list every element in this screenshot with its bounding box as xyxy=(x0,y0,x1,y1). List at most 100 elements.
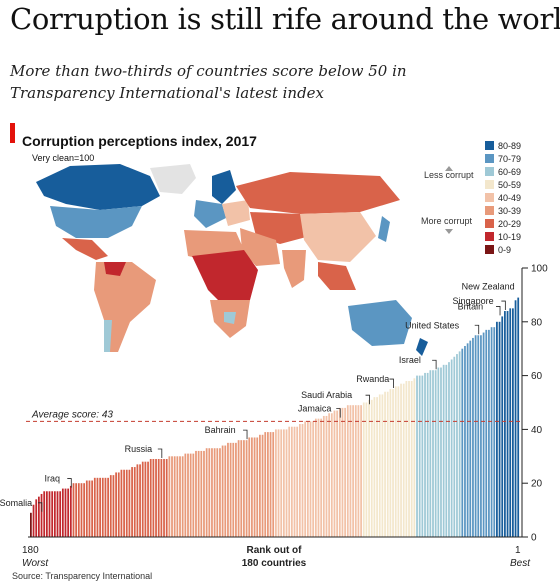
bar xyxy=(179,456,181,537)
region-australia xyxy=(348,300,412,346)
annotation-label: Iraq xyxy=(44,474,60,484)
bar xyxy=(195,450,197,537)
bar xyxy=(301,424,304,537)
annotation-label: Britain xyxy=(458,301,484,311)
legend-swatch xyxy=(485,206,494,215)
bar xyxy=(264,432,267,537)
bar xyxy=(173,456,176,537)
bar xyxy=(434,370,437,537)
bar xyxy=(496,321,498,537)
bar xyxy=(53,491,56,537)
bar xyxy=(448,362,450,537)
bar xyxy=(376,397,378,537)
bar xyxy=(277,429,280,537)
bar xyxy=(133,467,136,537)
bar xyxy=(56,491,59,537)
bar xyxy=(125,469,128,537)
bar xyxy=(216,448,219,537)
bar xyxy=(320,418,323,537)
bar xyxy=(298,424,301,537)
annotation-leader xyxy=(336,408,341,418)
annotation-leader xyxy=(432,359,437,370)
region-russia xyxy=(236,172,400,214)
legend-swatch xyxy=(485,167,494,176)
annotation-leader xyxy=(496,306,501,316)
y-tick-label: 40 xyxy=(531,425,543,436)
bar xyxy=(88,480,91,537)
up-arrow-icon xyxy=(445,166,453,171)
bar xyxy=(312,421,315,537)
bar xyxy=(123,469,125,537)
bar xyxy=(509,308,512,537)
x-left-sublabel: Worst xyxy=(22,558,49,569)
bar xyxy=(72,483,75,537)
bar xyxy=(221,445,224,537)
annotation-leader xyxy=(243,429,248,440)
bar xyxy=(115,472,117,537)
bar xyxy=(432,370,434,537)
region-se-asia xyxy=(318,262,356,290)
bar xyxy=(293,426,296,537)
bar xyxy=(213,448,216,537)
down-arrow-icon xyxy=(445,229,453,234)
bar xyxy=(208,448,211,537)
x-axis-title-1: Rank out of xyxy=(247,545,303,556)
annotation-leader xyxy=(37,502,43,512)
bar xyxy=(155,458,157,537)
annotation: Singapore xyxy=(453,296,506,311)
bar xyxy=(365,402,368,537)
bar xyxy=(144,461,147,537)
y-tick-label: 20 xyxy=(531,479,543,490)
bar xyxy=(243,440,245,537)
legend-label: 20-29 xyxy=(498,219,521,229)
bar xyxy=(317,418,320,537)
bar xyxy=(306,421,309,537)
bar xyxy=(362,402,365,537)
very-clean-note: Very clean=100 xyxy=(32,153,95,163)
subtitle: More than two-thirds of countries score … xyxy=(10,62,407,102)
headline: Corruption is still rife around the worl… xyxy=(10,2,560,36)
bar xyxy=(51,491,54,537)
bar xyxy=(453,356,456,537)
region-china xyxy=(300,212,376,262)
annotation: Russia xyxy=(125,444,163,458)
bar xyxy=(128,469,131,537)
bar xyxy=(349,405,352,537)
bar xyxy=(429,370,432,537)
region-scandinavia xyxy=(212,170,236,204)
bar xyxy=(163,458,165,537)
annotation: Saudi Arabia xyxy=(301,390,370,405)
bar xyxy=(203,450,205,537)
bar xyxy=(352,405,354,537)
bar xyxy=(181,456,184,537)
bar xyxy=(440,367,442,537)
region-chile xyxy=(104,320,112,352)
annotation-leader xyxy=(365,394,370,405)
legend-label: 80-89 xyxy=(498,141,521,151)
bar xyxy=(357,405,360,537)
bar xyxy=(378,394,381,537)
bar xyxy=(504,311,506,537)
bar xyxy=(187,453,189,537)
legend-label: 40-49 xyxy=(498,193,521,203)
bar xyxy=(336,410,339,537)
bar xyxy=(237,440,240,537)
bar xyxy=(456,354,458,537)
annotation: Bahrain xyxy=(205,425,248,440)
annotation: Jamaica xyxy=(298,404,341,418)
region-usa xyxy=(50,206,142,238)
bar xyxy=(67,488,70,537)
legend-swatch xyxy=(485,193,494,202)
region-central-asia xyxy=(250,212,310,244)
bar xyxy=(75,483,78,537)
bar xyxy=(416,375,418,537)
bar xyxy=(99,477,101,537)
bar xyxy=(288,426,291,537)
bar xyxy=(93,477,96,537)
bar xyxy=(418,375,421,537)
bar xyxy=(477,335,480,537)
bar xyxy=(184,453,187,537)
x-right-label: 1 xyxy=(515,545,521,556)
bar xyxy=(426,372,429,537)
bar xyxy=(275,429,277,537)
